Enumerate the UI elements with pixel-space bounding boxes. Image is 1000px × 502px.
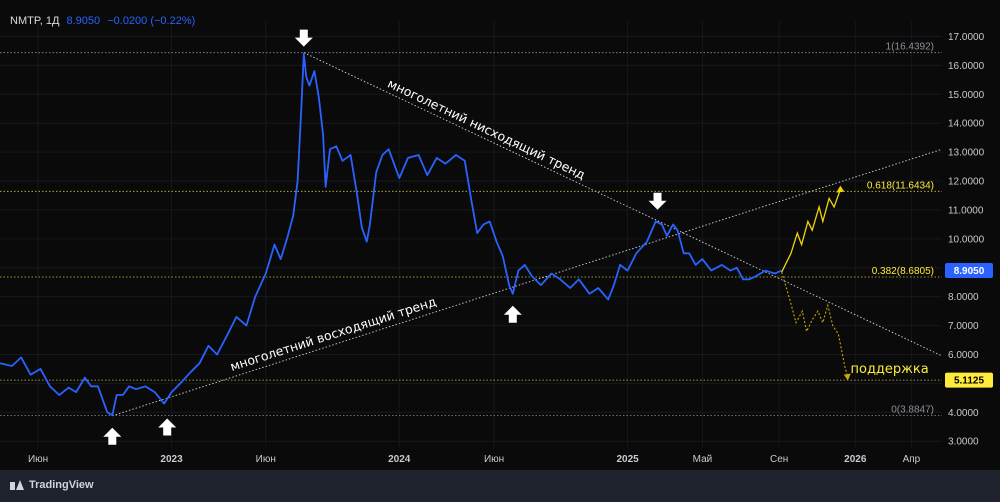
y-tick-label: 14.0000 — [948, 119, 985, 130]
signal-arrows — [103, 29, 667, 445]
arrow-up-icon — [503, 305, 522, 323]
forecast-bearish-path — [781, 271, 849, 378]
last-price: 8.9050 — [66, 15, 101, 27]
footer-bar — [0, 470, 1000, 502]
x-tick-label: Июн — [28, 454, 48, 465]
tradingview-logo-icon — [10, 480, 24, 490]
fib-level-label: 0.618(11.6434) — [867, 180, 934, 191]
arrow-down-icon — [294, 29, 313, 47]
forecast-up-arrowhead — [836, 185, 845, 193]
y-tick-label: 4.0000 — [948, 408, 979, 419]
y-tick-label: 12.0000 — [948, 177, 985, 188]
y-tick-label: 15.0000 — [948, 90, 985, 101]
y-tick-label: 11.0000 — [948, 205, 984, 216]
x-tick-label: Июн — [256, 454, 276, 465]
y-tick-label: 16.0000 — [948, 61, 985, 72]
y-tick-label: 3.0000 — [948, 437, 979, 448]
x-tick-label: 2025 — [616, 454, 639, 465]
trendline — [112, 148, 943, 417]
price-badge-label: 5.1125 — [954, 376, 984, 387]
x-tick-label: Июн — [484, 454, 504, 465]
x-tick-label: 2026 — [844, 454, 867, 465]
fib-level-label: 0.382(8.6805) — [872, 266, 934, 277]
price-badges: 8.9050 5.1125 — [945, 262, 993, 388]
arrow-up-icon — [158, 418, 177, 436]
symbol-name[interactable]: NMTP, 1Д — [10, 15, 60, 27]
forecast-bullish-path — [781, 189, 841, 273]
tradingview-brand[interactable]: TradingView — [10, 479, 94, 491]
price-badge — [945, 262, 993, 278]
x-tick-label: Апр — [903, 454, 921, 465]
y-tick-label: 6.0000 — [948, 350, 979, 361]
y-tick-label: 7.0000 — [948, 321, 979, 332]
y-tick-label: 10.0000 — [948, 234, 985, 245]
fib-level-label: 0(3.8847) — [891, 405, 934, 416]
y-tick-label: 13.0000 — [948, 148, 985, 159]
price-badge — [945, 372, 993, 388]
price-line — [0, 52, 783, 417]
x-tick-label: Сен — [770, 454, 788, 465]
trendline-label: многолетний восходящий тренд — [228, 294, 438, 374]
y-tick-label: 8.0000 — [948, 292, 979, 303]
x-tick-label: 2023 — [160, 454, 183, 465]
grid — [0, 22, 942, 447]
x-tick-label: 2024 — [388, 454, 411, 465]
price-badge-label: 8.9050 — [954, 266, 985, 277]
trendline-label: многолетний нисходящий тренд — [385, 76, 587, 183]
price-change: −0.0200 (−0.22%) — [107, 15, 196, 27]
annotations: поддержка — [850, 362, 928, 377]
fib-levels: 1(16.4392) 0.618(11.6434) 0.382(8.6805) 0(3… — [0, 42, 942, 417]
price-series — [0, 52, 783, 417]
support-label: поддержка — [850, 362, 928, 377]
x-axis[interactable]: Июн 2023 Июн 2024 Июн 2025 Май Сен 2026 Апр — [28, 454, 921, 465]
arrow-up-icon — [103, 427, 122, 445]
x-tick-label: Май — [693, 454, 713, 465]
fib-level-label: 1(16.4392) — [886, 42, 934, 53]
y-tick-label: 17.0000 — [948, 32, 985, 43]
trendline — [303, 52, 943, 357]
brand-name: TradingView — [29, 479, 94, 491]
forecast-paths — [781, 185, 851, 381]
arrow-down-icon — [648, 192, 667, 210]
symbol-legend[interactable]: NMTP, 1Д 8.9050 −0.0200 (−0.22%) — [10, 15, 195, 27]
trend-lines: многолетний нисходящий тренд многолетний … — [112, 52, 943, 417]
forecast-down-arrowhead — [843, 373, 851, 381]
